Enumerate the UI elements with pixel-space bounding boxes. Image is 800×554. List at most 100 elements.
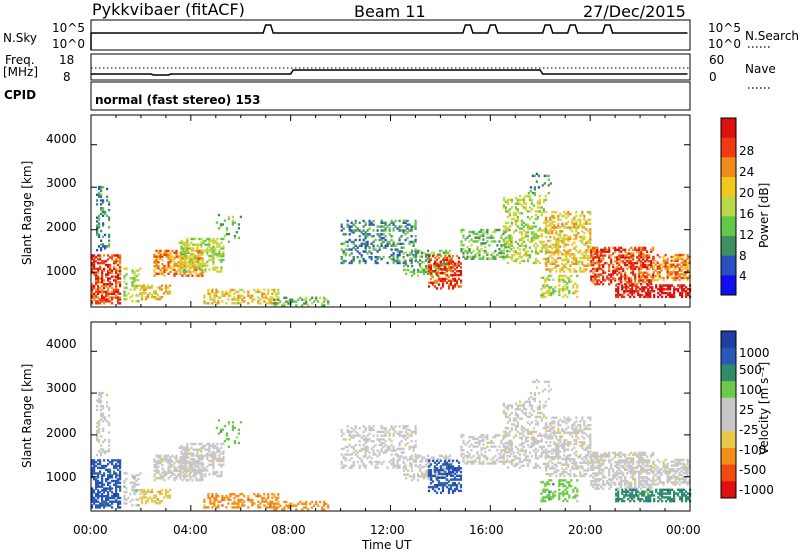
power-cell bbox=[105, 294, 108, 297]
power-cell bbox=[354, 219, 357, 223]
power-cell bbox=[592, 250, 595, 253]
power-cell bbox=[520, 238, 523, 242]
power-cell bbox=[610, 262, 613, 265]
power-cell bbox=[218, 253, 221, 256]
velocity-cell bbox=[100, 412, 103, 415]
velocity-cell bbox=[494, 435, 497, 439]
power-cell bbox=[123, 290, 126, 293]
power-cell bbox=[670, 271, 673, 274]
power-cell bbox=[547, 220, 550, 223]
velocity-cell bbox=[100, 408, 103, 412]
power-cell bbox=[652, 278, 655, 282]
velocity-cell bbox=[429, 470, 433, 474]
velocity-cell bbox=[432, 458, 436, 461]
power-cell bbox=[115, 269, 118, 272]
velocity-cell bbox=[212, 472, 215, 476]
velocity-cell bbox=[447, 470, 451, 474]
power-cell bbox=[115, 254, 118, 257]
velocity-cell bbox=[360, 449, 363, 452]
power-cell bbox=[208, 249, 211, 252]
power-cell bbox=[650, 279, 653, 282]
velocity-cell bbox=[447, 472, 451, 476]
velocity-cell bbox=[380, 442, 383, 445]
velocity-cell bbox=[267, 502, 270, 505]
velocity-cell bbox=[506, 421, 509, 424]
power-cell bbox=[139, 292, 142, 295]
power-cell bbox=[107, 273, 110, 276]
power-cell bbox=[608, 248, 611, 251]
power-cell bbox=[562, 290, 565, 293]
power-cell bbox=[220, 255, 223, 258]
power-cell bbox=[628, 256, 631, 259]
power-cell bbox=[390, 221, 393, 224]
power-cell bbox=[502, 230, 505, 234]
power-cell bbox=[158, 297, 162, 301]
power-cell bbox=[113, 265, 116, 269]
velocity-cell bbox=[417, 473, 420, 476]
power-cell bbox=[459, 270, 463, 273]
velocity-cell bbox=[171, 471, 174, 474]
power-cell bbox=[435, 254, 439, 258]
power-cell bbox=[311, 302, 314, 305]
power-cell bbox=[648, 279, 651, 282]
power-cell bbox=[107, 258, 110, 261]
velocity-cell bbox=[159, 475, 162, 478]
velocity-cbar-tick-25: 25 bbox=[739, 403, 755, 417]
power-cell bbox=[598, 273, 601, 276]
power-cell bbox=[229, 294, 232, 297]
power-cell bbox=[350, 248, 353, 251]
velocity-cell bbox=[113, 466, 116, 470]
velocity-cell bbox=[235, 436, 238, 439]
velocity-cell bbox=[478, 458, 481, 461]
power-cell bbox=[438, 249, 442, 253]
power-cell bbox=[536, 235, 539, 238]
velocity-cell bbox=[247, 506, 250, 509]
power-cell bbox=[212, 247, 215, 250]
velocity-cell bbox=[410, 445, 413, 449]
power-cell bbox=[532, 233, 535, 236]
power-cell bbox=[115, 286, 118, 290]
velocity-cell bbox=[364, 466, 367, 469]
power-cell bbox=[680, 253, 683, 257]
power-cell bbox=[444, 253, 448, 256]
power-cell bbox=[647, 291, 650, 295]
power-cell bbox=[659, 286, 662, 289]
power-cell bbox=[173, 272, 176, 275]
power-cell bbox=[545, 260, 548, 264]
power-cell bbox=[508, 198, 511, 202]
power-cell bbox=[161, 266, 164, 270]
power-cell bbox=[111, 296, 114, 299]
velocity-cell bbox=[194, 442, 197, 446]
velocity-cell bbox=[453, 489, 457, 493]
power-cell bbox=[618, 262, 621, 265]
power-cell bbox=[650, 263, 653, 267]
velocity-cell bbox=[504, 460, 507, 464]
velocity-cell bbox=[362, 447, 365, 451]
power-cell bbox=[107, 286, 110, 290]
velocity-cell bbox=[185, 469, 188, 472]
power-cell bbox=[500, 234, 503, 237]
power-cell bbox=[182, 241, 185, 244]
power-cell bbox=[502, 255, 505, 258]
power-cell bbox=[123, 286, 126, 289]
velocity-cell bbox=[398, 434, 401, 437]
velocity-cell bbox=[422, 465, 426, 469]
velocity-cell bbox=[221, 494, 224, 498]
power-cell bbox=[656, 278, 659, 282]
power-cell bbox=[622, 256, 625, 259]
velocity-cell bbox=[325, 502, 328, 505]
power-cell bbox=[628, 279, 631, 282]
velocity-cell bbox=[342, 455, 345, 458]
power-cell bbox=[604, 246, 607, 250]
power-cell bbox=[183, 272, 186, 275]
velocity-cell bbox=[433, 489, 437, 493]
velocity-cell bbox=[364, 449, 367, 452]
velocity-cell bbox=[101, 504, 104, 507]
power-cell bbox=[237, 302, 240, 305]
velocity-cell bbox=[356, 432, 359, 435]
power-cell bbox=[575, 224, 578, 227]
velocity-cell bbox=[437, 461, 441, 464]
power-cell bbox=[646, 279, 649, 282]
power-cell bbox=[627, 290, 630, 293]
power-cell bbox=[547, 224, 550, 227]
